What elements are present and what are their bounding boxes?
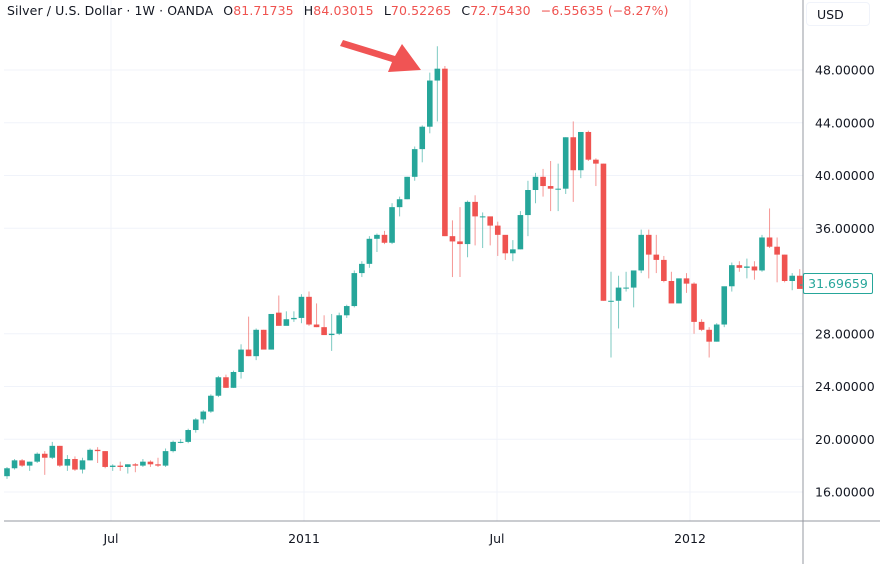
- price-tick-label: 24.00000: [815, 379, 875, 394]
- symbol-title: Silver / U.S. Dollar · 1W · OANDA: [7, 3, 214, 18]
- low-value: 70.52265: [390, 3, 452, 18]
- symbol-legend: Silver / U.S. Dollar · 1W · OANDA O81.71…: [7, 3, 669, 18]
- time-axis[interactable]: Jul 2011 Jul 2012: [102, 531, 705, 546]
- last-price-label: 31.69659: [803, 273, 873, 294]
- price-tick-label: 36.00000: [815, 221, 875, 236]
- time-tick-label: 2011: [288, 531, 320, 546]
- price-tick-label: 20.00000: [815, 432, 875, 447]
- time-tick-label: Jul: [488, 531, 504, 546]
- price-tick-label: 44.00000: [815, 115, 875, 130]
- price-tick-label: 16.00000: [815, 485, 875, 500]
- low-label: L: [383, 3, 391, 18]
- price-tick-label: 48.00000: [815, 63, 875, 78]
- high-label: H: [303, 3, 314, 18]
- candles: [4, 46, 811, 479]
- time-tick-label: 2012: [674, 531, 706, 546]
- close-label: C: [461, 3, 471, 18]
- open-value: 81.71735: [233, 3, 294, 18]
- high-value: 84.03015: [313, 3, 374, 18]
- time-tick-label: Jul: [102, 531, 118, 546]
- currency-button[interactable]: USD: [806, 2, 870, 26]
- price-tick-label: 28.00000: [815, 326, 875, 341]
- arrow-annotation: [340, 40, 421, 72]
- grid-lines: [4, 0, 803, 521]
- close-value: 72.75430: [470, 3, 531, 18]
- open-label: O: [223, 3, 234, 18]
- price-tick-label: 40.00000: [815, 168, 875, 183]
- price-axis[interactable]: 48.00000 44.00000 40.00000 36.00000 28.00000…: [815, 63, 875, 500]
- change-value: −6.55635 (−8.27%): [540, 3, 669, 18]
